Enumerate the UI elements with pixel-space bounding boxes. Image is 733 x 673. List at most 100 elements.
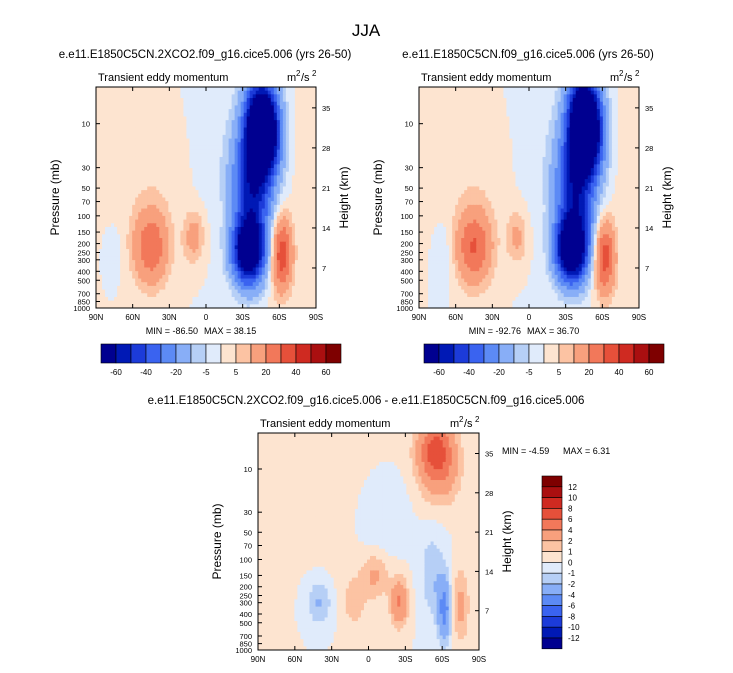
contour-cell — [201, 289, 206, 294]
contour-cell — [294, 241, 299, 246]
contour-cell — [285, 175, 290, 180]
contour-cell — [117, 87, 121, 92]
contour-cell — [105, 105, 109, 110]
contour-cell — [300, 145, 305, 151]
contour-cell — [243, 197, 248, 202]
contour-cell — [231, 285, 236, 291]
contour-cell — [180, 263, 184, 269]
p-tick-label: 1000 — [73, 304, 90, 313]
contour-cell — [114, 112, 118, 118]
contour-cell — [237, 223, 242, 228]
contour-cell — [264, 274, 269, 280]
contour-cell — [135, 112, 139, 118]
contour-cell — [264, 215, 269, 221]
contour-cell — [150, 186, 154, 191]
contour-cell — [303, 201, 308, 206]
contour-cell — [306, 149, 311, 154]
contour-cell — [249, 120, 254, 125]
contour-cell — [183, 304, 188, 308]
contour-cell — [132, 300, 136, 305]
contour-cell — [246, 263, 251, 269]
contour-cell — [309, 142, 314, 147]
contour-cell — [132, 131, 136, 136]
contour-cell — [201, 197, 206, 202]
contour-cell — [150, 109, 154, 114]
contour-cell — [527, 105, 532, 110]
contour-cell — [153, 109, 157, 114]
contour-cell — [443, 101, 447, 107]
contour-cell — [249, 282, 254, 287]
contour-cell — [237, 153, 242, 158]
contour-cell — [219, 208, 224, 213]
contour-cell — [614, 87, 619, 92]
contour-cell — [204, 197, 209, 202]
contour-cell — [219, 241, 224, 246]
contour-cell — [201, 219, 206, 224]
contour-cell — [422, 109, 426, 114]
contour-cell — [198, 101, 203, 107]
contour-cell — [246, 223, 251, 228]
contour-cell — [114, 245, 118, 250]
contour-cell — [255, 142, 260, 147]
contour-cell — [120, 87, 124, 92]
contour-cell — [240, 197, 245, 202]
contour-cell — [117, 186, 121, 191]
contour-cell — [213, 142, 218, 147]
contour-cell — [246, 282, 251, 287]
contour-cell — [135, 278, 139, 283]
contour-cell — [548, 101, 553, 107]
contour-cell — [623, 101, 628, 107]
contour-cell — [249, 238, 254, 243]
contour-cell — [192, 197, 197, 202]
contour-cell — [147, 179, 151, 184]
contour-cell — [96, 260, 100, 265]
contour-cell — [192, 168, 197, 173]
contour-cell — [255, 282, 260, 287]
contour-cell — [285, 208, 290, 213]
contour-cell — [623, 87, 628, 92]
contour-cell — [282, 197, 287, 202]
contour-cell — [189, 186, 194, 191]
contour-cell — [105, 201, 109, 206]
contour-cell — [165, 153, 169, 158]
contour-cell — [219, 175, 224, 180]
contour-cell — [264, 179, 269, 184]
contour-cell — [297, 282, 302, 287]
contour-cell — [108, 201, 112, 206]
contour-cell — [614, 94, 619, 99]
contour-cell — [264, 271, 269, 276]
contour-cell — [120, 282, 124, 287]
contour-cell — [126, 252, 130, 258]
contour-cell — [120, 230, 124, 235]
contour-cell — [252, 282, 257, 287]
contour-cell — [548, 87, 553, 92]
contour-cell — [156, 101, 160, 107]
contour-cell — [231, 223, 236, 228]
contour-cell — [216, 101, 221, 107]
contour-cell — [276, 201, 281, 206]
contour-cell — [201, 293, 206, 298]
contour-cell — [222, 168, 227, 173]
contour-cell — [186, 168, 191, 173]
colorbar-box — [130, 343, 147, 364]
contour-cell — [273, 109, 278, 114]
contour-cell — [213, 300, 218, 305]
contour-cell — [180, 249, 184, 254]
contour-cell — [99, 296, 103, 302]
contour-cell — [204, 230, 209, 235]
contour-cell — [473, 105, 477, 110]
contour-cell — [300, 208, 305, 213]
contour-cell — [261, 267, 266, 272]
contour-cell — [291, 230, 296, 235]
contour-cell — [114, 238, 118, 243]
contour-cell — [285, 134, 290, 140]
contour-cell — [252, 120, 257, 125]
contour-cell — [252, 245, 257, 250]
contour-cell — [147, 138, 151, 143]
contour-cell — [114, 138, 118, 143]
contour-cell — [162, 87, 166, 92]
contour-cell — [261, 274, 266, 280]
contour-cell — [267, 94, 272, 99]
contour-cell — [219, 90, 224, 95]
contour-cell — [273, 249, 278, 254]
